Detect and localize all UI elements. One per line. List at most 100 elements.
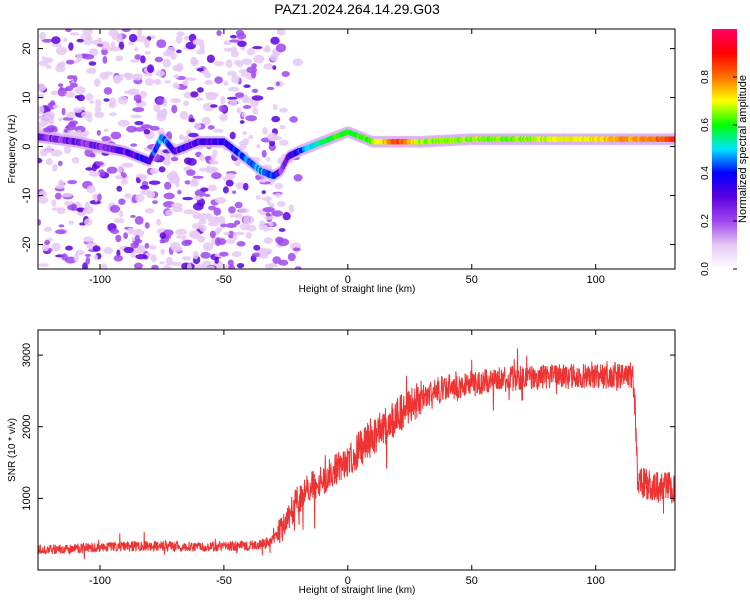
spectrogram-noise-blob: [86, 185, 96, 194]
spectrogram-x-ticks: -100 -50 0 50 100: [89, 29, 605, 286]
spectrogram-noise-blob: [271, 115, 281, 123]
spectrogram-noise-blob: [217, 238, 227, 245]
spectrogram-frame: [37, 28, 676, 270]
spectrogram-noise-blob: [64, 129, 69, 133]
spectrogram-noise-blob: [173, 74, 180, 79]
spectrogram-noise-blob: [130, 143, 138, 147]
spectrogram-noise-blob: [123, 232, 129, 240]
spectrogram-noise-blob: [89, 199, 102, 205]
spectrogram-noise-blob: [140, 55, 146, 64]
spectrogram-noise-blob: [294, 266, 302, 269]
spectrogram-noise-blob: [248, 135, 254, 140]
colorbar-label: Normalized spectral amplitude: [737, 75, 749, 223]
spectrogram-noise-blob: [162, 158, 171, 166]
snr-x-tick-label: 100: [587, 575, 605, 587]
spectrogram-noise-blob: [94, 111, 105, 119]
spectrogram-noise-blob: [84, 253, 92, 257]
spectrogram-noise-blob: [116, 185, 122, 192]
spectrogram-noise-blob: [179, 110, 189, 120]
spectrogram-noise-blob: [128, 33, 138, 43]
spectrogram-noise-blob: [126, 227, 134, 235]
spectrogram-noise-blob: [275, 43, 287, 53]
spectrogram-noise-blob: [170, 261, 182, 266]
spectrogram-noise-blob: [230, 214, 235, 218]
spectrogram-noise-blob: [154, 56, 164, 63]
spectrogram-noise-blob: [261, 149, 267, 158]
spectrogram-noise-blob: [234, 213, 243, 219]
spectrogram-noise-blob: [75, 250, 85, 256]
spectrogram-x-tick-label: 100: [587, 274, 605, 286]
spectrogram-noise-blob: [133, 262, 143, 269]
spectrogram-noise-blob: [58, 224, 65, 228]
spectrogram-noise-blob: [55, 192, 62, 200]
spectrogram-noise-blob: [50, 149, 63, 157]
snr-x-tick-label: -50: [216, 575, 232, 587]
spectrogram-noise-blob: [241, 112, 246, 118]
spectrogram-noise-blob: [200, 187, 209, 192]
spectrogram-noise-blob: [52, 163, 58, 172]
spectrogram-noise-blob: [225, 179, 234, 187]
spectrogram-noise-blob: [259, 220, 265, 227]
spectrogram-noise-blob: [39, 149, 48, 157]
spectrogram-noise-blob: [148, 180, 161, 185]
spectrogram-noise-blob: [236, 107, 242, 114]
spectrogram-y-tick-label: 0: [21, 143, 33, 149]
spectrogram-noise-blob: [102, 56, 108, 64]
spectrogram-noise-blob: [68, 220, 74, 225]
spectrogram-x-tick-label: 0: [345, 274, 351, 286]
spectrogram-noise-blob: [207, 166, 219, 173]
spectrogram-noise-blob: [181, 256, 192, 261]
snr-x-axis-label: Height of straight line (km): [299, 585, 416, 596]
spectrogram-noise-blob: [175, 180, 180, 188]
spectrogram-noise-blob: [274, 192, 282, 198]
spectrogram-noise-blob: [156, 218, 162, 226]
spectrogram-noise-blob: [56, 64, 64, 70]
spectrogram-noise-blob: [242, 131, 247, 135]
spectrogram-noise-blob: [51, 199, 57, 207]
spectrogram-noise-blob: [289, 116, 298, 123]
spectrogram-noise-blob: [270, 36, 280, 45]
spectrogram-noise-blob: [205, 91, 218, 101]
spectrogram-noise-blob: [80, 33, 92, 39]
spectrogram-noise-blob: [268, 222, 274, 226]
spectrogram-noise-blob: [51, 43, 62, 47]
spectrogram-noise-blob: [114, 74, 120, 83]
spectrogram-noise-blob: [86, 67, 97, 74]
spectrogram-noise-blob: [88, 61, 97, 66]
spectrogram-noise-blob: [276, 81, 280, 87]
spectrogram-y-tick-label: 20: [21, 42, 33, 54]
spectrogram-noise-blob: [184, 180, 191, 185]
spectrogram-noise-blob: [207, 184, 217, 192]
spectrogram-noise-blob: [41, 38, 54, 43]
spectrogram-noise-blob: [128, 41, 134, 46]
spectrogram-noise-blob: [129, 59, 140, 63]
spectrogram-noise-blob: [224, 239, 236, 244]
spectrogram-noise-blob: [130, 253, 138, 258]
snr-y-tick-label: 2000: [21, 414, 33, 438]
spectrogram-noise-blob: [144, 222, 150, 229]
spectrogram-noise-blob: [214, 256, 219, 264]
spectrogram-noise-blob: [45, 64, 52, 70]
spectrogram-noise-blob: [92, 245, 101, 252]
spectrogram-x-tick-label: -100: [89, 274, 111, 286]
spectrogram-noise-blob: [251, 88, 259, 93]
spectrogram-noise-blob: [208, 205, 217, 211]
spectrogram-noise-blob: [202, 242, 214, 252]
spectrogram-noise-blob: [214, 60, 225, 67]
spectrogram-noise-blob: [281, 71, 290, 77]
spectrogram-noise-blob: [269, 53, 279, 62]
spectrogram-noise-blob: [108, 112, 117, 117]
spectrogram-noise-blob: [230, 34, 237, 39]
spectrogram-noise-blob: [159, 261, 165, 265]
spectrogram-noise-blob: [206, 265, 216, 269]
spectrogram-noise-blob: [76, 129, 83, 136]
spectrogram-noise-blob: [288, 204, 295, 213]
spectrogram-noise-blob: [223, 47, 233, 52]
snr-y-ticks: 1000 2000 3000: [21, 343, 675, 511]
spectrogram-noise-blob: [69, 82, 78, 88]
spectrogram-noise-blob: [164, 181, 172, 190]
colorbar-tick-label: 0.2: [700, 214, 711, 228]
spectrogram-noise-blob: [231, 251, 242, 258]
spectrogram-noise-blob: [263, 224, 268, 232]
spectrogram-noise-blob: [181, 240, 192, 247]
